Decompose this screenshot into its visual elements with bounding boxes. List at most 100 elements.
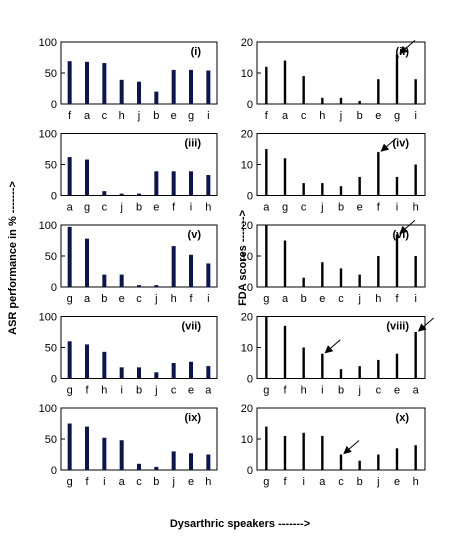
panel-label: (ii) <box>396 46 410 58</box>
bar-e <box>189 453 193 470</box>
x-tick-label: g <box>394 110 400 122</box>
chart-panel-10: 0 10 20 g f i a c b j e h (x) <box>241 403 426 488</box>
bar-i <box>119 367 124 379</box>
x-tick-label: f <box>265 110 269 122</box>
bar-g <box>67 226 72 287</box>
x-tick-label: h <box>375 293 381 305</box>
x-tick-label: f <box>283 476 287 488</box>
x-tick-label: g <box>282 202 288 214</box>
annotation-arrow <box>324 339 341 354</box>
bar-g <box>265 225 268 287</box>
bar-i <box>414 79 417 104</box>
bar-h <box>102 351 107 379</box>
annotation-arrow <box>399 40 416 55</box>
chart-panel-5: 0 50 100 g a b e c j h f i (v) <box>39 220 218 305</box>
x-tick-label: h <box>205 476 211 488</box>
bar-j <box>171 451 176 470</box>
x-tick-label: h <box>171 293 177 305</box>
x-tick-label: b <box>101 293 107 305</box>
x-tick-label: c <box>301 110 307 122</box>
x-tick-label: j <box>320 202 323 214</box>
x-tick-label: j <box>154 293 157 305</box>
panel-label: (x) <box>396 412 410 424</box>
x-tick-label: g <box>84 202 90 214</box>
bar-b <box>339 186 343 196</box>
bar-b <box>154 91 159 104</box>
bar-e <box>395 353 399 379</box>
bar-f <box>85 426 89 470</box>
x-tick-label: c <box>338 476 344 488</box>
bar-e <box>119 274 124 287</box>
x-tick-label: f <box>85 385 89 397</box>
bar-f <box>283 435 287 470</box>
x-tick-label: e <box>188 476 194 488</box>
bar-b <box>358 100 361 104</box>
y-tick-label: 0 <box>51 374 57 386</box>
bar-f <box>171 171 176 196</box>
bar-c <box>137 285 141 287</box>
bar-c <box>102 63 107 104</box>
bar-f <box>189 254 193 287</box>
bar-g <box>85 159 89 196</box>
y-tick-label: 20 <box>241 129 253 141</box>
y-tick-label: 20 <box>241 220 253 232</box>
bar-f <box>265 66 268 104</box>
bar-j <box>358 274 361 287</box>
x-tick-label: f <box>172 202 176 214</box>
x-tick-label: b <box>136 202 142 214</box>
bar-h <box>119 79 124 104</box>
bar-f <box>395 234 399 287</box>
x-tick-label: e <box>153 202 159 214</box>
bar-h <box>206 175 211 196</box>
bar-a <box>414 332 417 379</box>
x-axis-label: Dysarthric speakers -------> <box>170 518 310 530</box>
bar-c <box>377 359 380 379</box>
x-tick-label: a <box>282 293 289 305</box>
right-y-axis-label: FDA scores -------> <box>237 210 249 306</box>
bar-g <box>265 316 268 379</box>
bar-a <box>85 238 89 287</box>
y-tick-label: 10 <box>241 68 253 80</box>
x-tick-label: a <box>67 202 74 214</box>
y-tick-label: 100 <box>39 220 57 232</box>
chart-panel-8: 0 10 20 g f h i b j c e a (viii) <box>241 312 434 397</box>
annotation-arrow <box>417 317 434 332</box>
y-tick-label: 10 <box>241 434 253 446</box>
chart-panel-4: 0 10 20 a g c j b e f i h (iv) <box>241 129 426 214</box>
y-tick-label: 0 <box>51 282 57 294</box>
x-tick-label: c <box>171 385 177 397</box>
bar-c <box>339 268 343 287</box>
y-tick-label: 0 <box>247 282 253 294</box>
x-tick-label: h <box>319 110 325 122</box>
bar-c <box>102 191 107 196</box>
x-tick-label: j <box>357 385 360 397</box>
x-tick-label: c <box>102 202 108 214</box>
bar-e <box>395 448 399 470</box>
bar-e <box>154 171 159 196</box>
x-tick-label: i <box>190 202 192 214</box>
panel-label: (vi) <box>393 229 410 241</box>
bar-j <box>154 372 159 379</box>
bar-a <box>67 157 72 196</box>
x-tick-label: e <box>394 385 400 397</box>
x-tick-label: b <box>357 476 363 488</box>
bar-c <box>302 183 305 196</box>
y-tick-label: 10 <box>241 160 253 172</box>
bar-a <box>321 435 324 470</box>
x-tick-label: i <box>103 476 105 488</box>
x-tick-label: a <box>319 476 326 488</box>
x-tick-label: h <box>119 110 125 122</box>
y-tick-label: 10 <box>241 343 253 355</box>
x-tick-label: h <box>413 202 419 214</box>
x-tick-label: a <box>84 110 91 122</box>
x-tick-label: c <box>136 293 142 305</box>
x-tick-label: a <box>119 476 126 488</box>
x-tick-label: j <box>376 476 379 488</box>
x-tick-label: g <box>67 293 73 305</box>
bar-h <box>206 454 211 470</box>
y-tick-label: 50 <box>45 160 57 172</box>
x-tick-label: c <box>102 110 108 122</box>
y-tick-label: 0 <box>247 374 253 386</box>
